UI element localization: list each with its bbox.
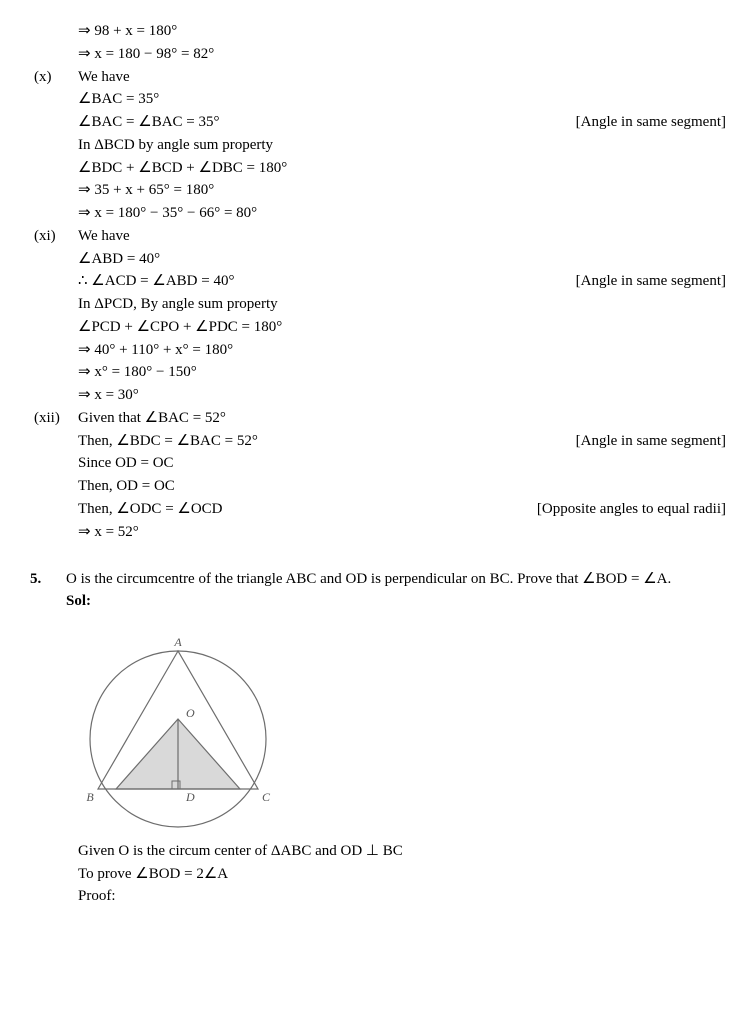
math-expr: Then, OD = OC — [78, 476, 175, 498]
block-xi: (xi)We have ∠ABD = 40° ∴ ∠ACD = ∠ABD = 4… — [78, 226, 726, 407]
math-line: ⇒ 35 + x + 65° = 180° — [78, 180, 726, 202]
math-line: ⇒ x = 30° — [78, 385, 726, 407]
geometry-figure: A B C O D — [78, 629, 726, 829]
math-line: ⇒ 40° + 110° + x° = 180° — [78, 340, 726, 362]
math-expr: ∴ ∠ACD = ∠ABD = 40° — [78, 271, 234, 293]
after-figure: Given O is the circum center of ΔABC and… — [78, 841, 726, 908]
circle-triangle-diagram: A B C O D — [78, 629, 288, 829]
svg-text:D: D — [185, 790, 195, 804]
text-line: To prove ∠BOD = 2∠A — [78, 864, 726, 886]
math-expr: Then, ∠BDC = ∠BAC = 52° — [78, 431, 258, 453]
block-x: (x)We have ∠BAC = 35° ∠BAC = ∠BAC = 35° [… — [78, 67, 726, 225]
block-xii: (xii)Given that ∠BAC = 52° Then, ∠BDC = … — [78, 408, 726, 544]
sub-label: (xii) — [34, 408, 78, 430]
math-expr: ∠BAC = 35° — [78, 89, 159, 111]
math-line: ∠PCD + ∠CPO + ∠PDC = 180° — [78, 317, 726, 339]
math-expr: ∠ABD = 40° — [78, 249, 160, 271]
math-expr: Given that ∠BAC = 52° — [78, 408, 226, 430]
math-expr: Since OD = OC — [78, 453, 174, 475]
math-expr: We have — [78, 226, 130, 248]
sub-label: (x) — [34, 67, 78, 89]
text: To prove ∠BOD = 2∠A — [78, 864, 228, 886]
math-expr: ⇒ x = 180° − 35° − 66° = 80° — [78, 203, 257, 225]
svg-text:A: A — [173, 635, 182, 649]
math-line: ⇒ 98 + x = 180° — [78, 21, 726, 43]
math-expr: ⇒ x = 30° — [78, 385, 139, 407]
math-expr: ⇒ x = 52° — [78, 522, 139, 544]
math-line: ⇒ x° = 180° − 150° — [78, 362, 726, 384]
math-expr: ⇒ 35 + x + 65° = 180° — [78, 180, 214, 202]
question-number: 5. — [30, 569, 66, 613]
math-line: (x)We have — [78, 67, 726, 89]
math-expr: ⇒ 98 + x = 180° — [78, 21, 177, 43]
math-line: ∴ ∠ACD = ∠ABD = 40° [Angle in same segmen… — [78, 271, 726, 293]
text-line: Proof: — [78, 886, 726, 908]
pre-block: ⇒ 98 + x = 180° ⇒ x = 180 − 98° = 82° — [78, 21, 726, 66]
math-expr: In ΔBCD by angle sum property — [78, 135, 273, 157]
sub-label: (xi) — [34, 226, 78, 248]
svg-text:C: C — [262, 790, 271, 804]
math-line: ⇒ x = 180° − 35° − 66° = 80° — [78, 203, 726, 225]
math-expr: In ΔPCD, By angle sum property — [78, 294, 278, 316]
math-line: ∠BAC = ∠BAC = 35° [Angle in same segment] — [78, 112, 726, 134]
math-line: (xi)We have — [78, 226, 726, 248]
math-expr: Then, ∠ODC = ∠OCD — [78, 499, 223, 521]
note-text: [Angle in same segment] — [536, 271, 726, 293]
math-expr: ∠PCD + ∠CPO + ∠PDC = 180° — [78, 317, 282, 339]
math-line: Then, OD = OC — [78, 476, 726, 498]
math-expr: ⇒ 40° + 110° + x° = 180° — [78, 340, 233, 362]
note-text: [Angle in same segment] — [536, 431, 726, 453]
math-expr: ∠BDC + ∠BCD + ∠DBC = 180° — [78, 158, 287, 180]
question-body: O is the circumcentre of the triangle AB… — [66, 569, 726, 613]
math-line: Then, ∠BDC = ∠BAC = 52° [Angle in same se… — [78, 431, 726, 453]
math-line: ∠ABD = 40° — [78, 249, 726, 271]
math-line: ∠BAC = 35° — [78, 89, 726, 111]
question-text: O is the circumcentre of the triangle AB… — [66, 571, 671, 587]
math-expr: ⇒ x° = 180° − 150° — [78, 362, 197, 384]
question-5: 5. O is the circumcentre of the triangle… — [30, 569, 726, 613]
svg-text:O: O — [186, 706, 195, 720]
math-expr: ⇒ x = 180 − 98° = 82° — [78, 44, 214, 66]
math-line: In ΔPCD, By angle sum property — [78, 294, 726, 316]
math-expr: ∠BAC = ∠BAC = 35° — [78, 112, 220, 134]
math-line: (xii)Given that ∠BAC = 52° — [78, 408, 726, 430]
sol-label: Sol: — [66, 593, 91, 609]
note-text: [Opposite angles to equal radii] — [497, 499, 726, 521]
math-line: ∠BDC + ∠BCD + ∠DBC = 180° — [78, 158, 726, 180]
math-line: ⇒ x = 52° — [78, 522, 726, 544]
svg-text:B: B — [86, 790, 94, 804]
text-line: Given O is the circum center of ΔABC and… — [78, 841, 726, 863]
text: Proof: — [78, 886, 116, 908]
math-line: Then, ∠ODC = ∠OCD [Opposite angles to equ… — [78, 499, 726, 521]
note-text: [Angle in same segment] — [536, 112, 726, 134]
math-line: In ΔBCD by angle sum property — [78, 135, 726, 157]
math-expr: We have — [78, 67, 130, 89]
math-line: ⇒ x = 180 − 98° = 82° — [78, 44, 726, 66]
text: Given O is the circum center of ΔABC and… — [78, 841, 403, 863]
math-line: Since OD = OC — [78, 453, 726, 475]
